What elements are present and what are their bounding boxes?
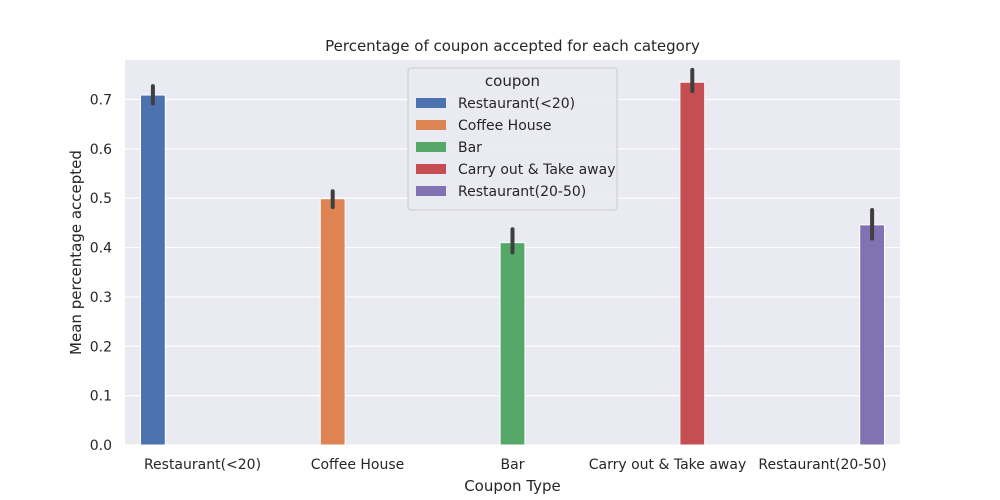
y-tick-label: 0.1 [90,389,112,405]
legend-box [407,67,618,211]
bar [499,242,526,446]
x-tick-label: Restaurant(20-50) [758,457,886,473]
legend-swatch [416,98,446,108]
x-tick-label: Coffee House [311,457,405,473]
bar [140,94,166,446]
x-tick-label: Carry out & Take away [589,457,746,473]
legend-label: Restaurant(<20) [458,96,575,112]
legend-label: Carry out & Take away [458,162,615,178]
legend-swatch [416,120,446,130]
legend-swatch [416,164,446,174]
y-tick-label: 0.3 [90,290,112,306]
y-ticks: 0.0 0.1 0.2 0.3 0.4 0.5 0.6 0.7 [90,92,112,454]
legend-label: Restaurant(20-50) [458,184,586,200]
legend-swatch [416,142,446,152]
bar [859,224,886,446]
y-tick-label: 0.4 [90,241,112,257]
y-tick-label: 0.2 [90,339,112,355]
chart-title: Percentage of coupon accepted for each c… [325,37,700,55]
x-ticks: Restaurant(<20) Coffee House Bar Carry out … [144,457,887,473]
legend-title: coupon [485,72,540,90]
legend-label: Bar [458,140,482,156]
bar [679,81,706,446]
y-tick-label: 0.5 [90,191,112,207]
legend-swatch [416,186,446,196]
y-tick-label: 0.0 [90,438,112,454]
x-tick-label: Bar [501,457,525,473]
legend-label: Coffee House [458,118,552,134]
legend-items: Restaurant(<20) Coffee House Bar Carry out … [416,96,615,200]
x-tick-label: Restaurant(<20) [144,457,261,473]
legend: coupon Restaurant(<20) Coffee House Bar Car… [407,67,618,211]
bar [319,198,346,446]
y-tick-label: 0.6 [90,142,112,158]
error-bars [150,67,875,255]
bars [140,81,886,446]
y-tick-label: 0.7 [90,92,112,108]
x-axis-label: Coupon Type [464,477,561,495]
y-axis-label: Mean percentage accepted [67,150,85,355]
